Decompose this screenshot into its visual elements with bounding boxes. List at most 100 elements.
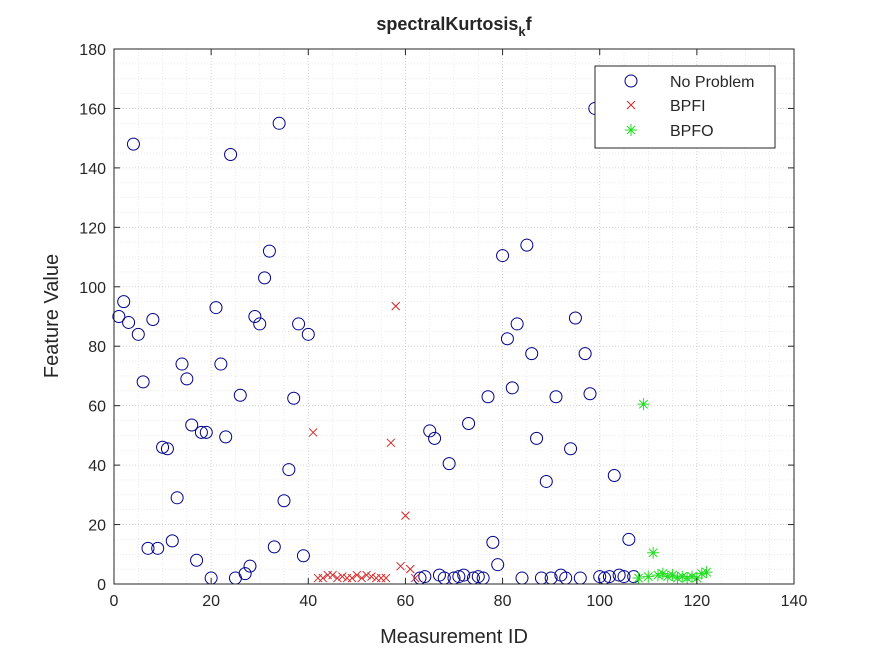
y-tick-label: 80: [88, 339, 106, 356]
data-point-asterisk: [681, 572, 694, 585]
data-point-circle: [199, 425, 213, 439]
y-tick-label: 100: [79, 280, 106, 297]
data-point-circle: [165, 534, 179, 548]
data-point-x: [333, 573, 342, 583]
legend: No Problem BPFI BPFO: [594, 65, 776, 149]
data-point-asterisk: [652, 569, 664, 582]
data-point-x: [381, 573, 391, 583]
data-point-x: [352, 570, 362, 580]
data-point-circle: [287, 391, 301, 405]
data-point-circle: [520, 238, 534, 252]
data-point-circle: [607, 469, 621, 483]
y-axis-label: Feature Value: [41, 254, 63, 378]
data-point-asterisk: [632, 572, 645, 585]
x-tick-label: 20: [202, 593, 220, 610]
data-point-x: [357, 573, 367, 583]
data-point-circle: [423, 424, 437, 438]
data-point-circle: [296, 549, 310, 563]
data-point-asterisk: [661, 570, 674, 583]
data-point-circle: [272, 116, 286, 130]
data-point-x: [308, 428, 318, 437]
data-point-circle: [282, 463, 296, 477]
y-tick-label: 0: [97, 577, 106, 594]
data-point-x: [405, 564, 415, 574]
data-point-asterisk: [686, 570, 698, 583]
data-point-x: [328, 570, 337, 580]
data-point-x: [391, 301, 401, 311]
data-point-circle: [617, 570, 631, 584]
data-point-circle: [277, 494, 291, 508]
data-point-asterisk: [676, 570, 689, 583]
data-point-asterisk: [637, 398, 650, 411]
axis-ticks: 0 20 40 60 80 100 120 140 0 20 40 60 80 100 120 140 160 1…: [79, 42, 807, 610]
x-tick-label: 60: [397, 593, 415, 610]
data-point-circle: [141, 541, 155, 555]
series-bpfi: [308, 301, 420, 583]
data-point-circle: [131, 327, 145, 341]
data-point-x: [386, 438, 396, 448]
data-point-circle: [500, 332, 514, 346]
data-point-asterisk: [695, 567, 708, 580]
data-point-circle: [185, 418, 199, 432]
data-point-circle: [267, 540, 281, 554]
data-point-circle: [243, 559, 257, 573]
data-point-circle: [253, 317, 267, 331]
data-point-x: [367, 572, 376, 581]
data-point-x: [347, 573, 357, 583]
y-tick-label: 20: [88, 518, 106, 535]
x-tick-label: 120: [684, 593, 711, 610]
data-point-asterisk: [642, 570, 655, 583]
data-point-asterisk: [656, 567, 669, 580]
data-point-circle: [112, 310, 126, 323]
legend-entry-no-problem: No Problem: [624, 74, 754, 91]
data-point-circle: [214, 357, 228, 371]
x-axis-label: Measurement ID: [380, 626, 528, 648]
data-point-circle: [505, 381, 519, 395]
y-tick-label: 40: [88, 458, 106, 475]
data-point-circle: [224, 148, 238, 162]
data-point-circle: [122, 315, 136, 329]
data-point-circle: [180, 372, 194, 386]
data-point-circle: [452, 570, 466, 584]
data-point-circle: [190, 553, 204, 567]
data-point-asterisk: [700, 566, 713, 579]
data-point-circle: [622, 532, 636, 546]
data-point-asterisk: [647, 546, 660, 559]
x-tick-label: 80: [494, 593, 512, 610]
data-point-circle: [126, 137, 140, 151]
y-tick-label: 160: [79, 101, 106, 118]
series-no-problem: [112, 101, 641, 585]
data-point-x: [318, 573, 328, 583]
legend-marker-asterisk: [625, 124, 637, 136]
data-point-circle: [530, 431, 544, 445]
x-tick-label: 0: [110, 593, 119, 610]
data-point-circle: [428, 431, 442, 445]
data-point-circle: [301, 327, 315, 341]
y-tick-label: 120: [79, 220, 106, 237]
data-point-circle: [418, 570, 432, 584]
data-point-circle: [248, 310, 262, 323]
data-point-x: [362, 570, 371, 580]
data-point-circle: [578, 347, 592, 361]
data-point-circle: [471, 570, 485, 584]
data-point-circle: [486, 535, 500, 549]
x-tick-label: 40: [299, 593, 317, 610]
data-point-circle: [258, 271, 272, 285]
data-point-circle: [491, 558, 505, 572]
data-point-circle: [462, 417, 476, 430]
data-point-x: [396, 561, 405, 571]
data-point-circle: [442, 457, 456, 471]
data-point-circle: [539, 474, 553, 488]
x-tick-label: 140: [781, 593, 808, 610]
data-point-circle: [568, 311, 582, 325]
data-point-circle: [564, 442, 578, 456]
x-tick-label: 100: [586, 593, 613, 610]
data-point-circle: [496, 249, 510, 263]
legend-entry-bpfo: BPFO: [625, 123, 714, 140]
data-point-circle: [612, 568, 626, 582]
data-point-circle: [146, 312, 160, 326]
data-point-circle: [510, 317, 524, 331]
data-point-circle: [219, 430, 233, 444]
